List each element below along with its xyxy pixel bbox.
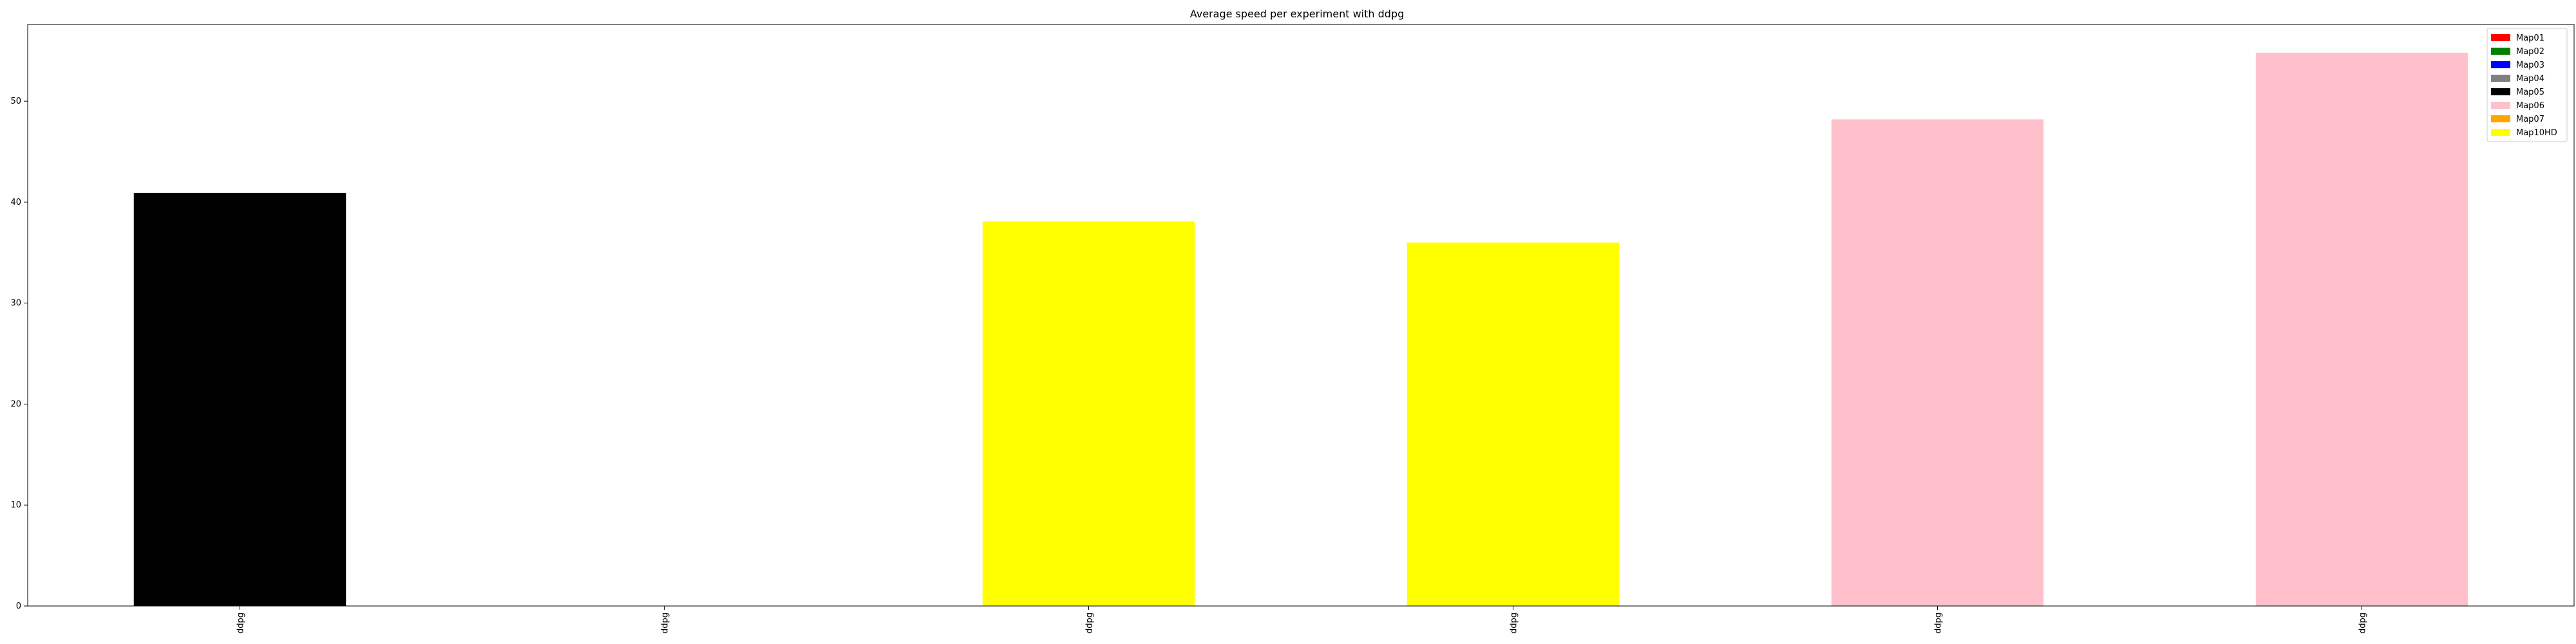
bar [1831,119,2044,607]
legend-label: Map05 [2516,88,2544,97]
plot-area [28,24,2574,606]
y-tick-label: 50 [10,97,21,106]
y-tick-label: 10 [10,500,21,510]
x-tick-label: ddpg [661,612,670,634]
legend-swatch [2491,115,2510,122]
y-tick-label: 20 [10,399,21,409]
legend-label: Map03 [2516,61,2544,70]
legend-box [2486,28,2568,142]
plot-frame [27,24,2575,607]
bars-group [133,52,2468,607]
bar [982,221,1195,606]
bar [133,193,346,607]
bar [2255,52,2468,607]
chart-title: Average speed per experiment with ddpg [1190,8,1405,20]
x-tick-label: ddpg [236,612,246,634]
y-axis: 0 10 20 30 40 50 [10,97,28,611]
legend-label: Map04 [2516,74,2544,84]
x-tick-label: ddpg [1934,612,1944,634]
legend-label: Map01 [2516,33,2544,43]
legend-swatch [2491,61,2510,68]
y-tick-label: 40 [10,198,21,207]
legend-swatch [2491,129,2510,136]
bar [1406,242,1620,606]
legend: Map01 Map02 Map03 Map04 Map05 Map06 Map07 Map10… [2486,28,2568,142]
legend-swatch [2491,48,2510,55]
y-tick-label: 30 [10,299,21,308]
x-tick-label: ddpg [1085,612,1095,634]
legend-label: Map07 [2516,115,2544,124]
x-tick-label: ddpg [2358,612,2368,634]
legend-label: Map02 [2516,47,2544,57]
legend-swatch [2491,102,2510,109]
legend-label: Map10HD [2516,128,2557,138]
legend-label: Map06 [2516,101,2544,111]
legend-swatch [2491,88,2510,95]
legend-swatch [2491,34,2510,41]
x-tick-label: ddpg [1510,612,1519,634]
x-axis: ddpg ddpg ddpg ddpg ddpg ddpg [236,606,2368,634]
y-tick-label: 0 [16,601,21,611]
legend-swatch [2491,75,2510,82]
